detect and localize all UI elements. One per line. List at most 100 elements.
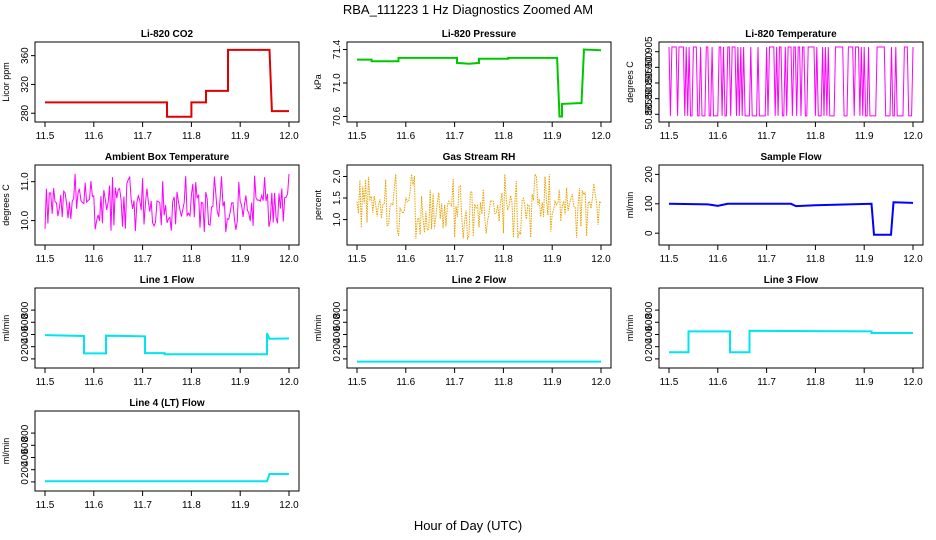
figure-title: RBA_111223 1 Hz Diagnostics Zoomed AM <box>343 2 593 17</box>
x-tick-label: 11.6 <box>708 254 727 265</box>
x-tick-label: 11.9 <box>855 254 874 265</box>
y-axis-label: Licor ppm <box>1 62 11 102</box>
x-tick-label: 12.0 <box>591 377 611 388</box>
x-tick-label: 11.9 <box>543 377 562 388</box>
x-tick-label: 11.6 <box>396 254 415 265</box>
y-tick-label: 600 <box>644 314 655 331</box>
y-tick-label: 200 <box>644 338 655 355</box>
x-tick-label: 11.8 <box>494 377 513 388</box>
x-tick-label: 11.5 <box>660 377 679 388</box>
plot-frame <box>34 287 300 369</box>
panel-grid: Li-820 CO2 11.5 11.6 11.7 11.8 11.9 12.0 280 320… <box>1 29 924 511</box>
x-tick-label: 11.7 <box>445 131 464 142</box>
x-tick-label: 11.5 <box>348 131 367 142</box>
y-tick-label: 71.4 <box>332 39 343 59</box>
x-tick-label: 11.9 <box>543 254 562 265</box>
y-tick-label: 280 <box>20 104 31 121</box>
y-tick-label: 200 <box>20 338 31 355</box>
panel-4: Gas Stream RH 11.5 11.6 11.7 11.8 11.9 12.0 1.0… <box>313 152 612 265</box>
y-tick-label: 50.885 <box>644 99 655 130</box>
y-tick-label: 0 <box>20 356 31 362</box>
series-line <box>44 173 290 233</box>
x-tick-label: 11.5 <box>660 131 679 142</box>
y-tick-label: 2.0 <box>332 169 343 183</box>
x-tick-label: 11.9 <box>231 377 250 388</box>
y-tick-label: 0 <box>332 356 343 362</box>
panel-title: Li-820 CO2 <box>141 29 194 40</box>
plot-frame <box>34 41 300 123</box>
y-axis-label: ml/min <box>625 315 635 342</box>
x-tick-label: 11.7 <box>757 377 776 388</box>
x-tick-label: 11.8 <box>494 131 513 142</box>
y-tick-label: 50.890 <box>644 83 655 114</box>
x-tick-label: 12.0 <box>279 254 299 265</box>
plot-frame <box>346 41 612 123</box>
panel-7: Line 2 Flow 11.5 11.6 11.7 11.8 11.9 12.0 02004… <box>313 275 612 388</box>
panel-9: Line 4 (LT) Flow 11.5 11.6 11.7 11.8 11.9 12.0… <box>1 398 300 511</box>
y-tick-label: 400 <box>20 449 31 466</box>
panel-8: Line 3 Flow 11.5 11.6 11.7 11.8 11.9 12.0 02004… <box>625 275 924 388</box>
x-tick-label: 11.6 <box>84 377 103 388</box>
series-line <box>44 332 290 356</box>
y-axis-label: degrees C <box>1 184 11 226</box>
x-tick-label: 11.8 <box>182 131 201 142</box>
panel-3: Ambient Box Temperature 11.5 11.6 11.7 11.8 1… <box>1 152 300 265</box>
panel-title: Li-820 Pressure <box>442 29 517 40</box>
y-tick-label: 1.5 <box>332 191 343 205</box>
x-tick-label: 11.8 <box>806 254 825 265</box>
x-tick-label: 11.8 <box>494 254 513 265</box>
panel-title: Sample Flow <box>760 152 821 163</box>
y-axis-label: degrees C <box>625 61 635 103</box>
y-tick-label: 800 <box>20 301 31 318</box>
x-tick-label: 12.0 <box>591 254 611 265</box>
series-line <box>669 329 913 354</box>
x-tick-label: 11.7 <box>757 131 776 142</box>
x-tick-label: 11.9 <box>231 500 250 511</box>
y-tick-label: 800 <box>644 301 655 318</box>
panel-5: Sample Flow 11.5 11.6 11.7 11.8 11.9 12.0 0 100 2… <box>625 152 924 265</box>
x-tick-label: 11.7 <box>133 131 152 142</box>
panel-title: Ambient Box Temperature <box>105 152 230 163</box>
y-tick-label: 10.0 <box>20 210 31 230</box>
y-axis-label: ml/min <box>313 315 323 342</box>
y-tick-label: 800 <box>20 424 31 441</box>
y-tick-label: 50.895 <box>644 67 655 98</box>
y-tick-label: 320 <box>20 76 31 93</box>
series-line <box>356 172 602 241</box>
y-tick-label: 11.0 <box>20 172 31 191</box>
y-tick-label: 400 <box>644 326 655 343</box>
series-line <box>357 48 602 118</box>
plot-frame <box>34 410 300 492</box>
panel-1: Li-820 Pressure 11.5 11.6 11.7 11.8 11.9 12.0 7… <box>313 29 612 142</box>
x-tick-label: 11.7 <box>133 377 152 388</box>
x-tick-label: 11.9 <box>855 131 874 142</box>
y-tick-label: 800 <box>332 301 343 318</box>
y-tick-label: 600 <box>20 314 31 331</box>
y-tick-label: 0 <box>20 479 31 485</box>
plot-frame <box>34 164 300 246</box>
x-tick-label: 11.5 <box>348 254 367 265</box>
y-tick-label: 1.0 <box>332 212 343 226</box>
plot-frame <box>658 287 924 369</box>
y-tick-label: 400 <box>20 326 31 343</box>
y-tick-label: 200 <box>20 461 31 478</box>
y-axis-label: ml/min <box>1 315 11 342</box>
x-tick-label: 12.0 <box>279 500 299 511</box>
x-tick-label: 11.9 <box>543 131 562 142</box>
x-tick-label: 11.7 <box>445 377 464 388</box>
y-axis-label: ml/min <box>625 192 635 219</box>
panel-title: Gas Stream RH <box>443 152 516 163</box>
plot-frame <box>346 287 612 369</box>
figure-xlabel: Hour of Day (UTC) <box>414 518 522 533</box>
y-tick-label: 360 <box>20 47 31 64</box>
y-tick-label: 100 <box>644 195 655 212</box>
y-axis-label: kPa <box>313 74 323 90</box>
x-tick-label: 11.8 <box>182 254 201 265</box>
x-tick-label: 12.0 <box>903 254 923 265</box>
y-tick-label: 0 <box>644 356 655 362</box>
x-tick-label: 11.6 <box>396 131 415 142</box>
x-tick-label: 12.0 <box>903 377 923 388</box>
y-tick-label: 600 <box>332 314 343 331</box>
y-tick-label: 50.905 <box>644 36 655 67</box>
x-tick-label: 12.0 <box>279 377 299 388</box>
